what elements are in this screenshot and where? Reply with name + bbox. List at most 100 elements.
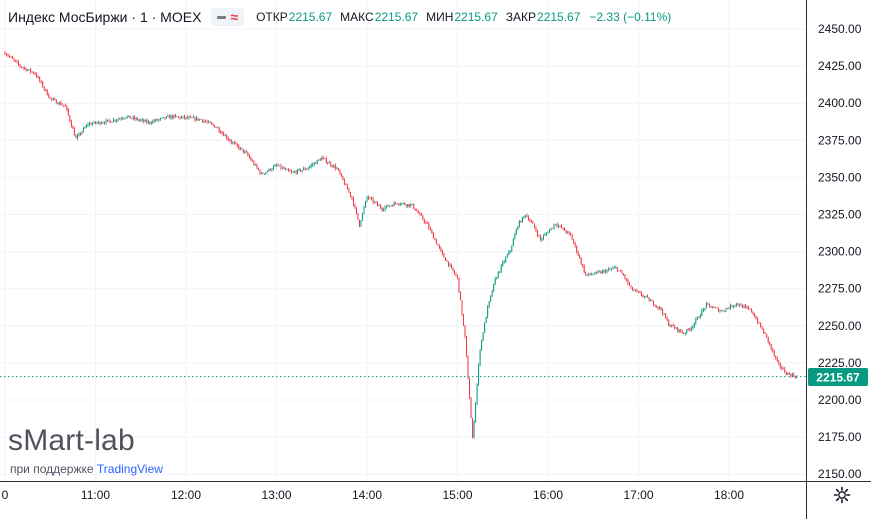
candle-body (269, 168, 271, 171)
candle-body (220, 131, 222, 133)
candle-body (710, 305, 712, 308)
candle (687, 327, 689, 331)
candle (191, 116, 193, 119)
candle-body (782, 368, 784, 370)
candle-body (785, 372, 787, 375)
candle (399, 202, 401, 207)
candle (155, 118, 157, 123)
candle (336, 166, 338, 169)
candle-body (733, 305, 735, 307)
candle (328, 160, 330, 164)
candle (25, 67, 27, 72)
candle (217, 127, 219, 129)
candle (196, 115, 198, 121)
candle (288, 168, 290, 172)
candle-body (779, 363, 781, 367)
candle (773, 349, 775, 358)
candle-body (177, 116, 179, 118)
candle (310, 163, 312, 169)
candle-body (180, 117, 182, 119)
candle-body (749, 309, 751, 310)
candle-body (549, 229, 551, 233)
approx-icon[interactable]: ≈ (230, 9, 239, 25)
candle (349, 191, 351, 198)
candle (564, 227, 566, 231)
candle (466, 335, 468, 358)
candle-body (372, 198, 374, 203)
candle (129, 115, 131, 119)
candle (266, 170, 268, 173)
candle (761, 326, 763, 330)
candle (785, 371, 787, 376)
candle (592, 273, 594, 276)
candle (627, 278, 629, 286)
y-tick-label: 2375.00 (818, 133, 862, 147)
candle-body (301, 170, 303, 172)
legend-controls[interactable]: ≈ (211, 8, 245, 26)
candle (202, 119, 204, 124)
candle-body (671, 324, 673, 327)
candle (645, 295, 647, 299)
candle-body (202, 119, 204, 122)
candle (61, 102, 63, 106)
candle-body (291, 171, 293, 173)
candle-body (63, 105, 65, 106)
gear-icon[interactable] (833, 486, 851, 504)
candle-body (461, 300, 463, 315)
candle (748, 305, 750, 311)
x-tick-label: 12:00 (171, 488, 201, 502)
candle (69, 114, 71, 123)
candle (461, 300, 463, 316)
candle-body (27, 69, 29, 71)
candle-body (371, 197, 373, 199)
support-prefix: при поддержке (10, 462, 94, 476)
candle-body (529, 220, 531, 222)
candle (58, 101, 60, 106)
candle (506, 253, 508, 258)
candle-body (527, 216, 529, 221)
candle (755, 315, 757, 320)
candle-body (728, 308, 730, 310)
candle-body (615, 267, 617, 269)
candle (545, 232, 547, 237)
y-tick-label: 2250.00 (818, 319, 862, 333)
candle-body (662, 309, 664, 314)
symbol-title[interactable]: Индекс МосБиржи · 1 · MOEX (8, 9, 202, 25)
candle-body (447, 261, 449, 266)
candle-body (303, 168, 305, 171)
tradingview-link[interactable]: TradingView (96, 462, 163, 476)
candle-body (294, 171, 296, 173)
candle (235, 141, 237, 145)
candle (794, 375, 796, 379)
candle (218, 126, 220, 134)
price-axis: 2450.00 2425.00 2400.00 2375.00 2350.00 2325.… (818, 22, 862, 481)
candle (743, 304, 745, 309)
candle-body (787, 373, 789, 375)
candle-body (37, 76, 39, 78)
candle-body (552, 227, 554, 229)
candle (793, 372, 795, 378)
candle (104, 121, 106, 125)
candle (482, 332, 484, 342)
candle-body (226, 135, 228, 139)
candle (494, 276, 496, 286)
candle-body (31, 71, 33, 73)
candle (132, 115, 134, 121)
candle (10, 56, 12, 58)
candle-body (81, 131, 83, 135)
candle-body (449, 264, 451, 266)
candle-body (743, 305, 745, 308)
candle (434, 237, 436, 241)
candle-body (155, 119, 157, 122)
candle-body (577, 251, 579, 256)
candle (116, 119, 118, 123)
candle-body (40, 81, 42, 83)
candle-body (452, 267, 454, 271)
candle-body (571, 234, 573, 240)
candle-body (708, 304, 710, 306)
minus-icon[interactable] (217, 15, 227, 19)
candle-body (778, 361, 780, 364)
candle (576, 245, 578, 254)
candle (318, 159, 320, 161)
